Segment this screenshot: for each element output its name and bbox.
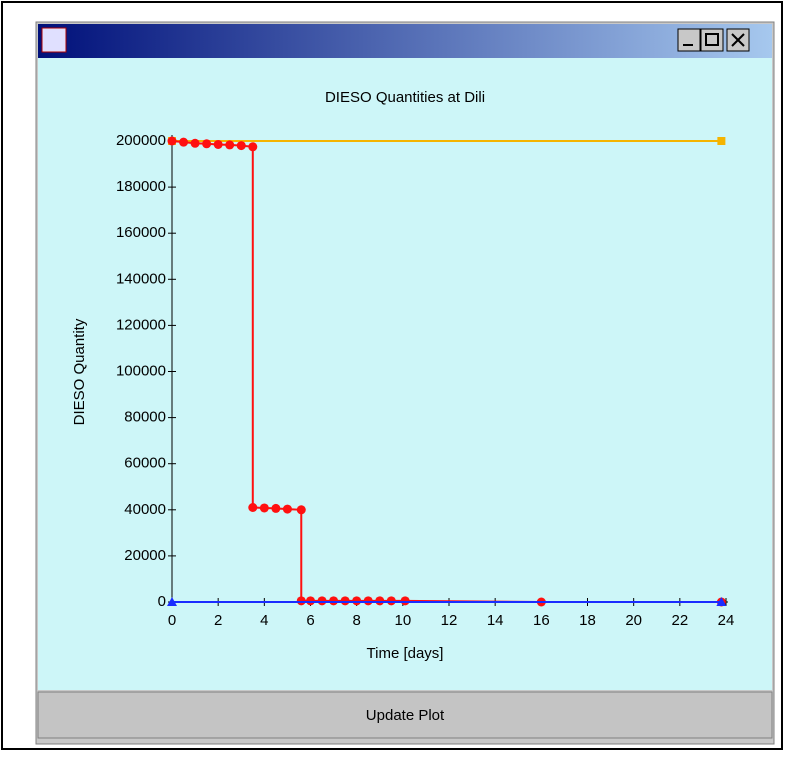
marker [352, 596, 362, 606]
plot-panel [38, 58, 772, 690]
x-tick-label: 0 [168, 612, 176, 629]
x-tick-label: 2 [214, 612, 222, 629]
y-tick-label: 0 [158, 593, 166, 610]
x-tick-label: 16 [533, 612, 550, 629]
y-tick-label: 60000 [124, 455, 166, 472]
x-tick-label: 24 [718, 612, 735, 629]
marker [375, 596, 385, 606]
marker [717, 137, 726, 145]
y-tick-label: 140000 [116, 270, 166, 287]
x-tick-label: 14 [487, 612, 504, 629]
marker [225, 140, 235, 150]
marker [282, 504, 292, 514]
marker [248, 142, 258, 152]
marker [271, 503, 281, 513]
minimize-button[interactable] [677, 28, 701, 52]
y-tick-label: 160000 [116, 224, 166, 241]
marker [296, 505, 306, 515]
maximize-button[interactable] [700, 28, 724, 52]
marker [190, 138, 200, 148]
title-bar [38, 24, 772, 58]
marker [259, 503, 269, 513]
y-tick-label: 100000 [116, 362, 166, 379]
chart-title: DIESO Quantities at Dili [325, 89, 485, 106]
window-controls[interactable] [677, 28, 750, 52]
y-tick-label: 200000 [116, 132, 166, 149]
app-icon [41, 27, 67, 53]
marker [386, 596, 396, 606]
y-tick-label: 120000 [116, 316, 166, 333]
marker [167, 597, 177, 606]
y-tick-label: 180000 [116, 178, 166, 195]
marker [236, 141, 246, 151]
marker [317, 596, 327, 606]
x-tick-label: 20 [625, 612, 642, 629]
x-tick-label: 4 [260, 612, 268, 629]
marker [179, 137, 189, 147]
button-label[interactable]: Update Plot [366, 707, 445, 724]
marker [213, 139, 223, 149]
y-tick-label: 80000 [124, 409, 166, 426]
y-tick-label: 40000 [124, 501, 166, 518]
marker [248, 502, 258, 512]
marker [329, 596, 339, 606]
x-tick-label: 8 [352, 612, 360, 629]
x-tick-label: 10 [394, 612, 411, 629]
x-tick-label: 6 [306, 612, 314, 629]
marker [306, 596, 315, 606]
x-tick-label: 12 [441, 612, 458, 629]
marker [167, 136, 177, 146]
marker [400, 596, 410, 606]
marker [296, 596, 306, 606]
x-tick-label: 22 [671, 612, 688, 629]
marker [716, 597, 727, 606]
marker [340, 596, 350, 606]
x-tick-label: 18 [579, 612, 596, 629]
y-axis-label: DIESO Quantity [71, 318, 88, 425]
marker [363, 596, 373, 606]
update-plot-button[interactable] [37, 691, 773, 739]
y-tick-label: 20000 [124, 547, 166, 564]
x-axis-label: Time [days] [367, 645, 444, 662]
marker [202, 139, 212, 149]
